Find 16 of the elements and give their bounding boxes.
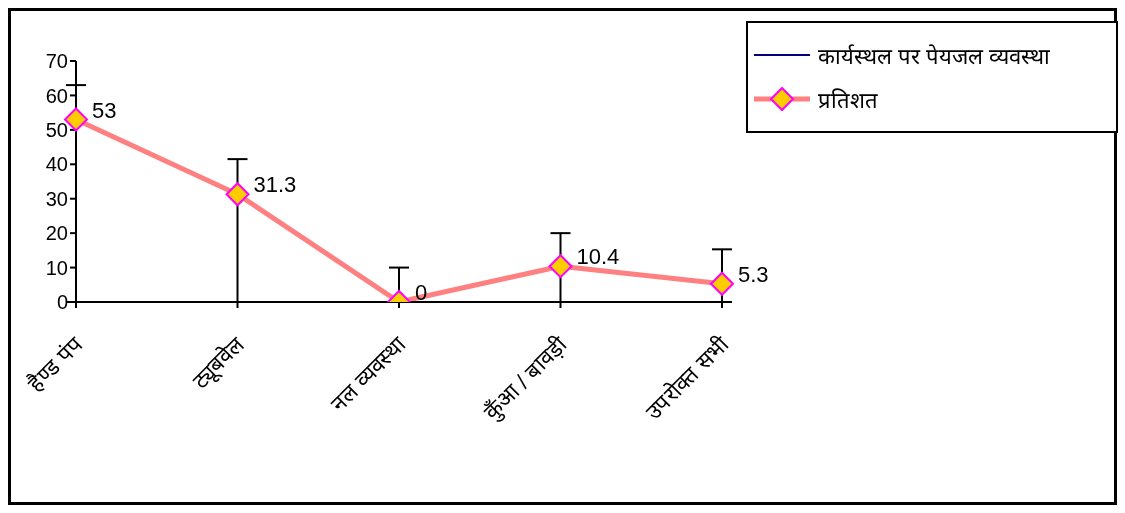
- y-tick-label: 20: [45, 222, 68, 245]
- data-label: 31.3: [253, 172, 297, 198]
- x-tick-label: हैण्ड पंप: [23, 331, 88, 397]
- data-label: 10.4: [576, 244, 620, 270]
- legend-label: कार्यस्थल पर पेयजल व्यवस्था: [818, 43, 1051, 70]
- y-tick-label: 10: [45, 256, 68, 279]
- y-tick-label: 50: [45, 118, 68, 141]
- y-tick-label: 40: [45, 153, 68, 176]
- legend-label: प्रतिशत: [818, 87, 878, 114]
- data-label: 5.3: [738, 261, 769, 287]
- y-tick-label: 30: [45, 187, 68, 210]
- y-tick-label: 0: [56, 291, 68, 314]
- data-label: 53: [92, 97, 117, 123]
- y-tick-label: 70: [45, 50, 68, 73]
- data-label: 0: [415, 280, 428, 305]
- y-tick-label: 60: [45, 84, 68, 107]
